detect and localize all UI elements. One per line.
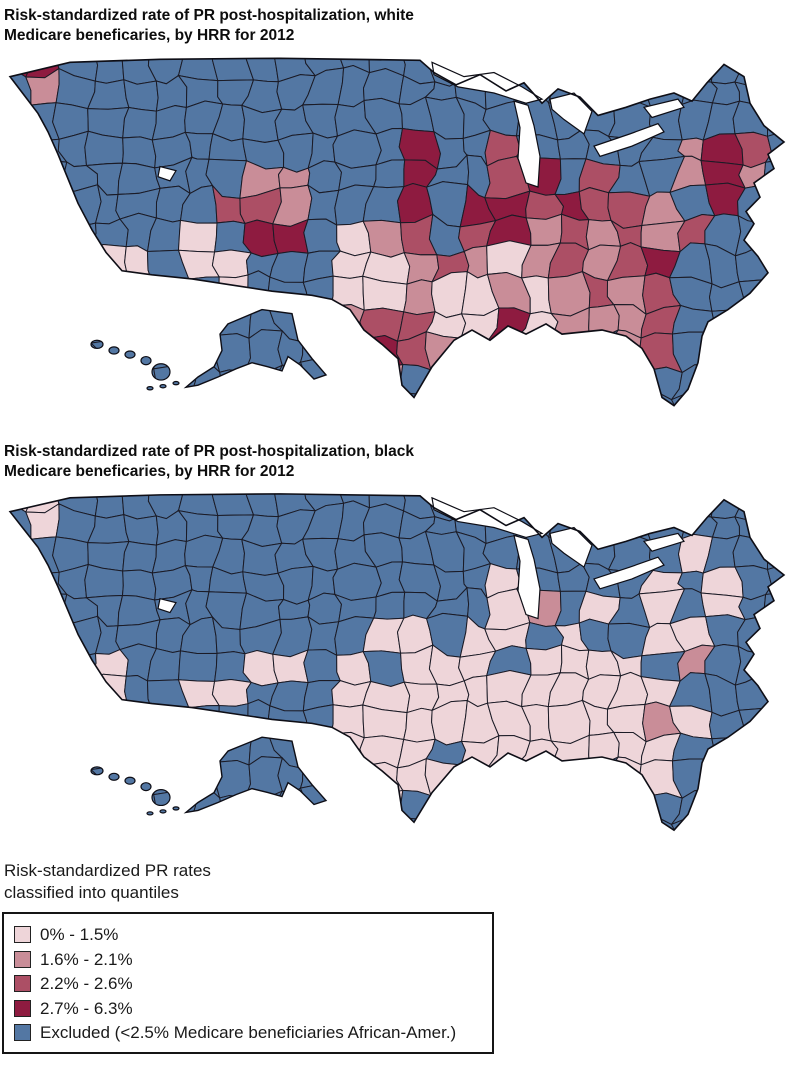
legend-item-quantile-3: 2.2% - 2.6% (14, 972, 482, 995)
map-title-black: Risk-standardized rate of PR post-hospit… (0, 424, 800, 482)
legend-item-quantile-4: 2.7% - 6.3% (14, 997, 482, 1020)
legend-caption: Risk-standardized PR rates classified in… (0, 848, 800, 904)
legend-swatch-quantile-1 (14, 926, 31, 943)
legend-swatch-excluded (14, 1024, 31, 1041)
legend-caption-line2: classified into quantiles (4, 883, 179, 902)
legend-box: 0% - 1.5% 1.6% - 2.1% 2.2% - 2.6% 2.7% -… (2, 912, 494, 1054)
choropleth-map-black (8, 493, 786, 832)
legend-label-quantile-3: 2.2% - 2.6% (40, 974, 133, 993)
legend-label-quantile-2: 1.6% - 2.1% (40, 949, 133, 969)
legend-label-quantile-1: 0% - 1.5% (40, 925, 119, 944)
map-title-white-line1: Risk-standardized rate of PR post-hospit… (4, 7, 414, 24)
legend-label-excluded: Excluded (<2.5% Medicare beneficiaries A… (40, 1023, 457, 1042)
map-title-white-line2: Medicare beneficaries, by HRR for 2012 (4, 27, 295, 44)
legend-item-quantile-2: 1.6% - 2.1% (14, 948, 482, 971)
choropleth-map-white (8, 57, 786, 407)
legend-label-quantile-4: 2.7% - 6.3% (40, 998, 133, 1018)
legend-swatch-quantile-3 (14, 975, 31, 992)
legend-item-excluded: Excluded (<2.5% Medicare beneficiaries A… (14, 1021, 482, 1044)
legend-swatch-quantile-2 (14, 950, 31, 968)
legend-swatch-quantile-4 (14, 999, 31, 1017)
map-title-white: Risk-standardized rate of PR post-hospit… (0, 0, 800, 46)
legend-item-quantile-1: 0% - 1.5% (14, 923, 482, 946)
map-title-black-line2: Medicare beneficaries, by HRR for 2012 (4, 463, 295, 480)
map-title-black-line1: Risk-standardized rate of PR post-hospit… (4, 443, 414, 460)
legend-caption-line1: Risk-standardized PR rates (4, 861, 211, 880)
